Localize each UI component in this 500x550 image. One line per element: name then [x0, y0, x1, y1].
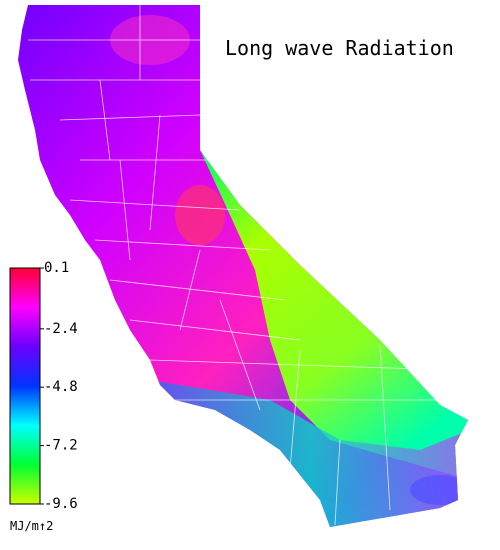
colorbar-tick-label: 0.1 [44, 260, 69, 276]
map-title: Long wave Radiation [225, 36, 454, 60]
colorbar: 0.1 -2.4 -4.8 -7.2 -9.6 [9, 260, 78, 512]
colorbar-tick-label: -2.4 [44, 321, 78, 337]
colorbar-unit: MJ/m↑2 [10, 519, 53, 533]
colorbar-scale [9, 267, 41, 505]
colorbar-tick-label: -7.2 [44, 438, 78, 454]
colorbar-tick-label: -9.6 [44, 496, 78, 512]
colorbar-tick-label: -4.8 [44, 379, 78, 395]
